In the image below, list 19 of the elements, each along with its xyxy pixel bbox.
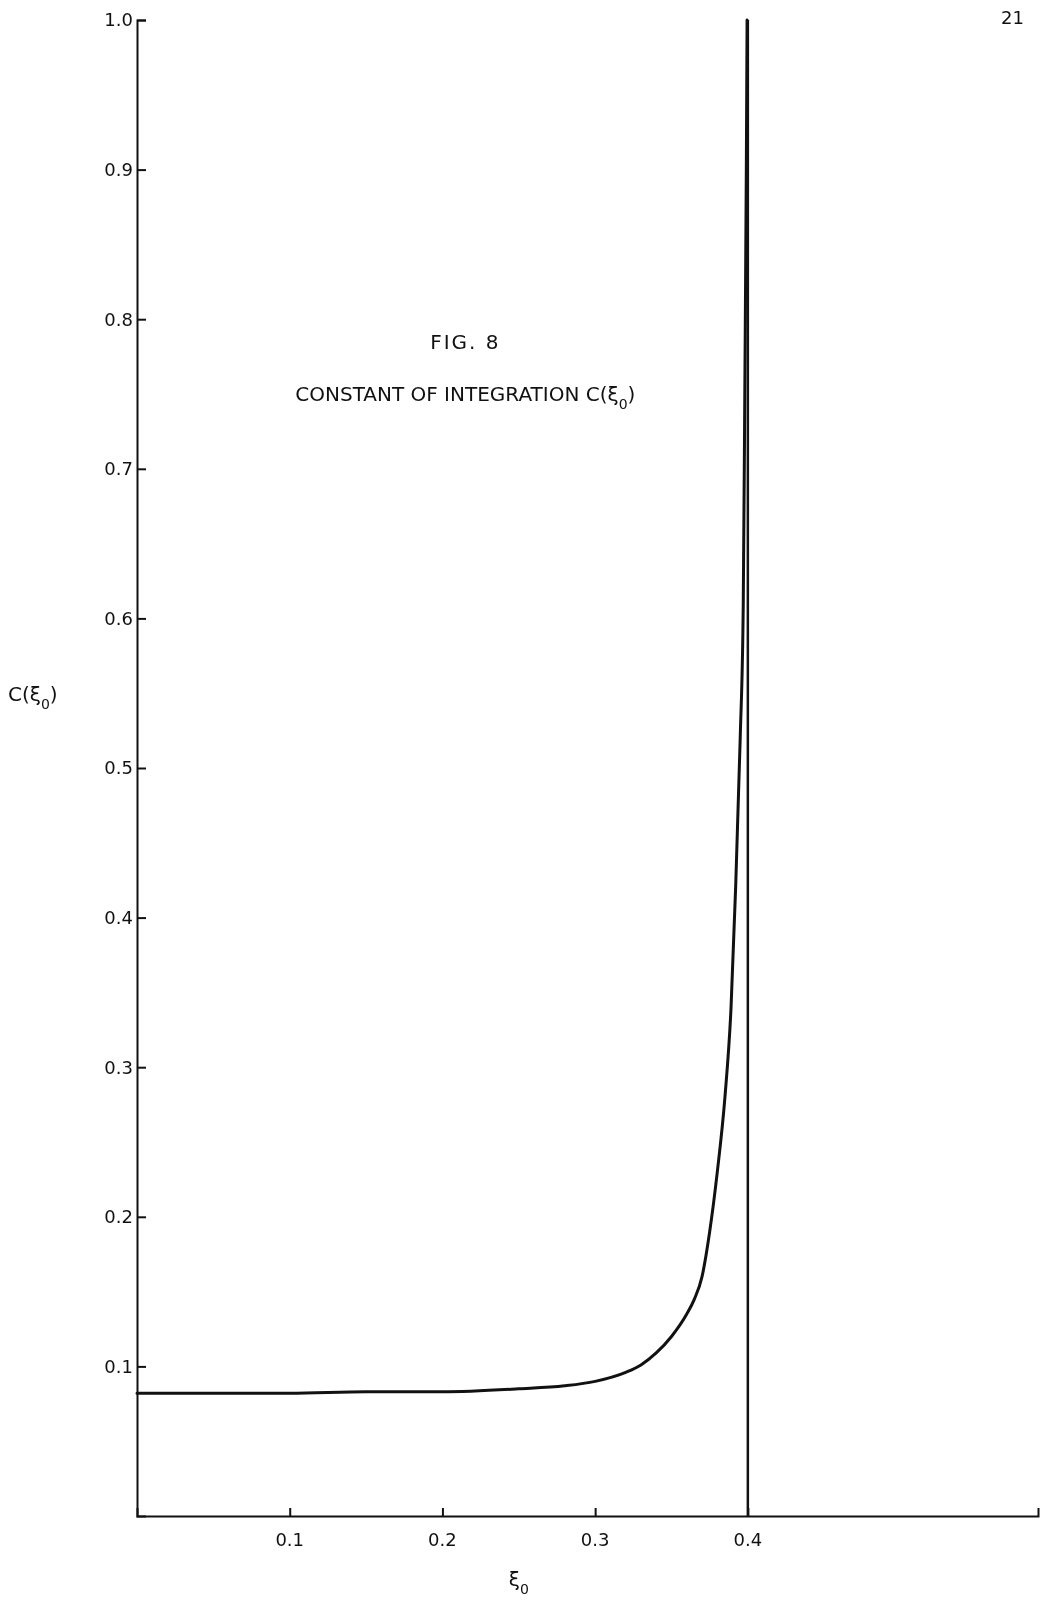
text: FIG. 8 [430,330,501,355]
x-tick-label: 0.4 [733,1529,763,1550]
y-tick-label: 0.2 [104,1206,133,1228]
y-tick-label: 0.1 [104,1355,133,1377]
x-tick-label: 0.3 [580,1529,610,1550]
y-tick-label: 0.5 [104,757,133,779]
x-tick-label: 0.2 [428,1529,457,1550]
y-tick-label: 0.4 [104,906,133,928]
x-axis-title: ξ$_{0}$ [508,1567,529,1597]
y-tick-label: 1.0 [104,9,133,31]
y-tick-label: 0.9 [104,158,133,180]
text: CONSTANT OF INTEGRATION C(ξ$_{0}$) [295,382,636,413]
y-tick-label: 0.8 [104,308,133,330]
x-tick-label: 0.1 [275,1529,305,1550]
y-tick-label: 0.3 [104,1056,133,1078]
y-tick-label: 0.6 [104,607,133,629]
annotation: 21 [1001,7,1024,28]
y-axis-title: C(ξ$_{0}$) [8,681,58,712]
y-tick-label: 0.7 [104,458,133,480]
